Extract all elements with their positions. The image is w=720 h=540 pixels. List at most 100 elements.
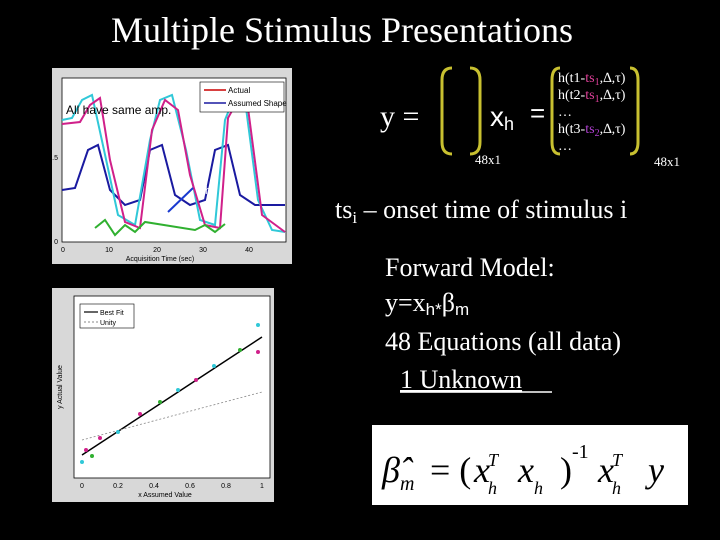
row-ts: ts [585,88,594,103]
onset-desc: – onset time of stimulus i [357,195,627,224]
row-text: ,∆,τ) [600,71,626,86]
x: x [597,450,614,490]
point [238,348,242,352]
x-tick-label: 10 [105,247,113,254]
row-text: … [558,139,572,154]
matrix-row: h(t2-ts1,∆,τ) [558,88,626,105]
unity-line [81,391,263,441]
sup: T [612,450,624,470]
onset-text: tsi – onset time of stimulus i [335,195,627,227]
point [90,454,94,458]
pointer-x: x [197,177,205,194]
point [98,436,102,440]
model-eq-sub: h* [426,300,442,319]
formula-y: y [645,450,664,490]
scatter-points [80,323,260,464]
matrix-row: h(t3-ts2,∆,τ) [558,122,626,139]
slide-title: Multiple Stimulus Presentations [111,10,573,50]
x-tick-label: 30 [199,247,207,254]
point [176,388,180,392]
right-bracket [550,66,640,156]
formula-box [372,425,688,505]
matrix-row: … [558,139,572,154]
model-beta: β [442,288,455,317]
legend-label: Unity [100,320,116,327]
model-eq-pre: y=x [385,288,426,317]
formula-close: ) [560,450,572,490]
model-heading: Forward Model: [385,253,555,282]
x-tick-label: 0.8 [221,483,231,490]
x: x [517,450,534,490]
row-text: h(t1- [558,71,586,86]
y-tick-label: 0 [54,239,58,246]
x-tick-label: 40 [245,247,253,254]
row-ts: ts [585,71,594,86]
row-ts-sub: 2 [595,128,600,139]
point [116,430,120,434]
legend-label: Actual [228,86,250,95]
sup: T [488,450,500,470]
eq-x-base: x [490,101,504,132]
formula-term: xT h [473,450,500,498]
fit-line [81,336,263,456]
point [80,460,84,464]
x-tick-label: 0.6 [185,483,195,490]
x-tick-label: 0.4 [149,483,159,490]
pointer-sub: h [205,185,211,197]
sub: h [534,478,543,498]
plot-1: Actual Assumed Shape All have same amp. … [48,68,292,264]
row-text: h(t3- [558,122,586,137]
model-beta-sub: m [455,300,469,319]
model-line: 48 Equations (all data) [385,327,621,356]
x: x [473,450,490,490]
y-tick-label: 0.5 [48,155,58,162]
size-label: 48x1 [654,154,680,169]
row-ts-sub: 1 [595,94,600,105]
left-bracket [440,66,482,156]
model-line: 1 Unknown [400,365,522,394]
eq-equals: = [530,98,545,128]
row-text: … [558,105,572,120]
legend-label: Best Fit [100,310,124,317]
pointer-label: xh [197,177,211,197]
eq-lhs: y = [380,100,419,133]
x-tick-label: 0 [61,247,65,254]
row-ts-sub: 1 [595,77,600,88]
plot-note: All have same amp. [66,103,171,117]
sub: h [488,478,497,498]
row-text: h(t2- [558,88,586,103]
formula-inv: -1 [572,441,589,463]
point [84,448,88,452]
point [256,350,260,354]
formula-eq: = ( [430,450,471,490]
formula-term: xT h [597,450,624,498]
plot-2: Best Fit Unity 0 0.2 0.4 0.6 0.8 1 x Ass… [52,288,274,502]
point [212,364,216,368]
point [158,400,162,404]
x-axis-label: x Assumed Value [138,492,192,499]
onset-ts: ts [335,195,352,224]
curve-assumed [61,143,285,207]
row-ts: ts [585,122,594,137]
x-tick-label: 0.2 [113,483,123,490]
pointer-arrow [167,187,194,213]
x-tick-label: 1 [260,483,264,490]
row-text: ,∆,τ) [600,122,626,137]
curve-noise [94,218,226,237]
x-axis-label: Acquisition Time (sec) [126,256,194,263]
x-tick-label: 20 [153,247,161,254]
matrix-row: h(t1-ts1,∆,τ) [558,71,626,88]
eq-x-sub: h [504,114,514,134]
point [194,378,198,382]
sub: h [612,478,621,498]
onset-sub: i [352,208,357,227]
legend-box [79,303,135,329]
x-tick-label: 0 [80,483,84,490]
y-axis-label: y Actual Value [57,365,64,409]
formula-term: xh [517,450,543,498]
legend-box [199,81,285,113]
eq-x: xh [490,101,514,134]
formula-lhs-sub: m [400,473,414,495]
row-text: ,∆,τ) [600,88,626,103]
